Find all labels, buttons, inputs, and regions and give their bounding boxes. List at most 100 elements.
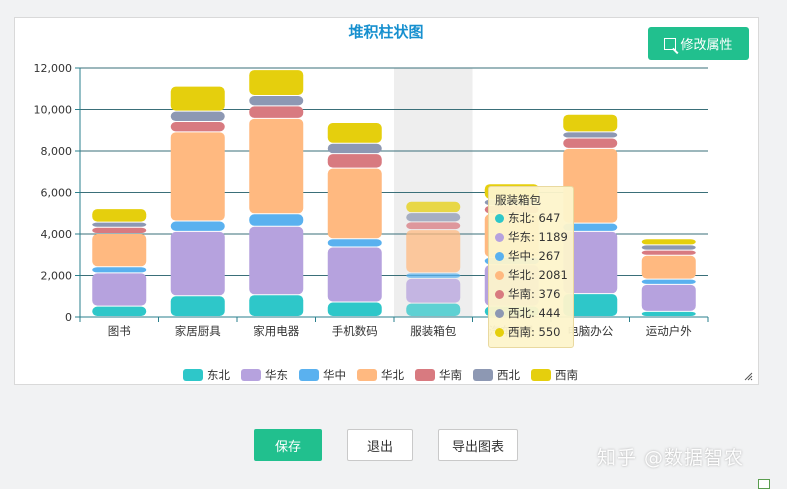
exit-button[interactable]: 退出 xyxy=(347,429,413,461)
stacked-bar-chart: 0 2,000 4,000 6,000 8,000 10,000 12,000 图书 家居厨具 家… xyxy=(34,23,709,382)
legend-swatch[interactable] xyxy=(531,369,551,381)
bar-segment[interactable] xyxy=(406,201,461,213)
x-tick-label: 图书 xyxy=(108,324,131,338)
bar-segment[interactable] xyxy=(406,278,461,303)
y-tick-label: 12,000 xyxy=(34,62,73,75)
bar-segment[interactable] xyxy=(641,245,696,250)
bar-segment[interactable] xyxy=(327,122,382,143)
tooltip-value: 华北: 2081 xyxy=(508,268,568,282)
bar-segment[interactable] xyxy=(92,273,147,306)
legend-swatch[interactable] xyxy=(299,369,319,381)
bar-segment[interactable] xyxy=(170,86,225,111)
legend-swatch[interactable] xyxy=(183,369,203,381)
bar-segment[interactable] xyxy=(563,223,618,231)
bar-segment[interactable] xyxy=(327,168,382,239)
legend-label[interactable]: 东北 xyxy=(207,368,230,382)
x-tick-label: 家用电器 xyxy=(253,324,299,338)
tooltip-dot xyxy=(495,233,504,242)
bar-segment[interactable] xyxy=(563,138,618,148)
bar-segment[interactable] xyxy=(641,311,696,316)
bar-segment[interactable] xyxy=(327,143,382,154)
tooltip-value: 东北: 647 xyxy=(508,211,561,225)
bar-segment[interactable] xyxy=(92,222,147,227)
bar-segment[interactable] xyxy=(563,148,618,223)
bar-segment[interactable] xyxy=(563,114,618,132)
bar-segment[interactable] xyxy=(249,214,304,226)
legend-swatch[interactable] xyxy=(241,369,261,381)
bar-segment[interactable] xyxy=(249,118,304,214)
bar-segment[interactable] xyxy=(249,106,304,118)
x-tick-label: 电脑办公 xyxy=(567,324,613,338)
y-tick-label: 0 xyxy=(65,311,72,324)
bar-segment[interactable] xyxy=(249,70,304,96)
tooltip-dot xyxy=(495,309,504,318)
legend-swatch[interactable] xyxy=(415,369,435,381)
tooltip-dot xyxy=(495,271,504,280)
tooltip-dot xyxy=(495,214,504,223)
bar-segment[interactable] xyxy=(327,154,382,168)
chart-tooltip: 服装箱包 东北: 647 华东: 1189 华中: 267 华北: 2081 华南: 3… xyxy=(488,186,574,348)
legend-label[interactable]: 华东 xyxy=(265,368,288,382)
y-tick-label: 10,000 xyxy=(34,104,73,117)
save-button[interactable]: 保存 xyxy=(254,429,322,461)
bar-segment[interactable] xyxy=(92,267,147,273)
chart-panel xyxy=(14,17,759,385)
tooltip-value: 西北: 444 xyxy=(508,306,561,320)
watermark: 知乎 @数据智农 xyxy=(597,447,745,469)
bar-segment[interactable] xyxy=(170,231,225,296)
bar-segment[interactable] xyxy=(249,96,304,106)
bar-segment[interactable] xyxy=(641,284,696,311)
bar-segment[interactable] xyxy=(249,295,304,316)
bar-segment[interactable] xyxy=(170,221,225,231)
bar-segment[interactable] xyxy=(406,303,461,316)
bar-segment[interactable] xyxy=(406,213,461,222)
bar-segment[interactable] xyxy=(170,121,225,132)
bar-segment[interactable] xyxy=(641,255,696,279)
bar-segment[interactable] xyxy=(563,231,618,294)
bar-segment[interactable] xyxy=(170,132,225,221)
bar-segment[interactable] xyxy=(406,230,461,273)
legend-label[interactable]: 华南 xyxy=(439,368,462,382)
legend-swatch[interactable] xyxy=(473,369,493,381)
tooltip-row: 东北: 647 xyxy=(495,209,567,228)
legend-label[interactable]: 华中 xyxy=(323,368,346,382)
bar-segment[interactable] xyxy=(406,222,461,230)
edit-properties-label: 修改属性 xyxy=(680,38,733,53)
legend-label[interactable]: 华北 xyxy=(381,368,404,382)
tooltip-row: 西南: 550 xyxy=(495,323,567,342)
x-tick-label: 运动户外 xyxy=(646,324,692,338)
x-tick-label: 家居厨具 xyxy=(175,324,221,338)
resize-grip-icon[interactable] xyxy=(744,372,753,381)
bar-segment[interactable] xyxy=(563,294,618,316)
tooltip-dot xyxy=(495,252,504,261)
legend-swatch[interactable] xyxy=(357,369,377,381)
legend-label[interactable]: 西北 xyxy=(497,368,520,382)
bar-segment[interactable] xyxy=(641,250,696,255)
legend-label[interactable]: 西南 xyxy=(555,368,578,382)
tooltip-row: 华东: 1189 xyxy=(495,228,568,247)
bar-segment[interactable] xyxy=(641,279,696,284)
export-chart-button[interactable]: 导出图表 xyxy=(438,429,518,461)
bar-segment[interactable] xyxy=(327,302,382,316)
bar-segment[interactable] xyxy=(249,226,304,295)
corner-icon xyxy=(758,479,770,489)
x-tick-label: 服装箱包 xyxy=(410,324,456,338)
tooltip-row: 华北: 2081 xyxy=(495,266,568,285)
bar-segment[interactable] xyxy=(92,234,147,267)
bar-segment[interactable] xyxy=(92,209,147,222)
tooltip-title: 服装箱包 xyxy=(495,193,541,207)
bar-segment[interactable] xyxy=(92,227,147,233)
tooltip-value: 华中: 267 xyxy=(508,249,561,263)
y-tick-label: 4,000 xyxy=(41,228,73,241)
edit-properties-button[interactable]: 修改属性 xyxy=(648,27,749,60)
bar-segment[interactable] xyxy=(641,239,696,245)
tooltip-value: 华南: 376 xyxy=(508,287,561,301)
bar-segment[interactable] xyxy=(406,273,461,278)
bar-segment[interactable] xyxy=(170,296,225,316)
bar-segment[interactable] xyxy=(170,111,225,121)
edit-icon xyxy=(664,37,677,50)
bar-segment[interactable] xyxy=(92,306,147,316)
bar-segment[interactable] xyxy=(327,247,382,302)
bar-segment[interactable] xyxy=(563,132,618,138)
bar-segment[interactable] xyxy=(327,239,382,247)
